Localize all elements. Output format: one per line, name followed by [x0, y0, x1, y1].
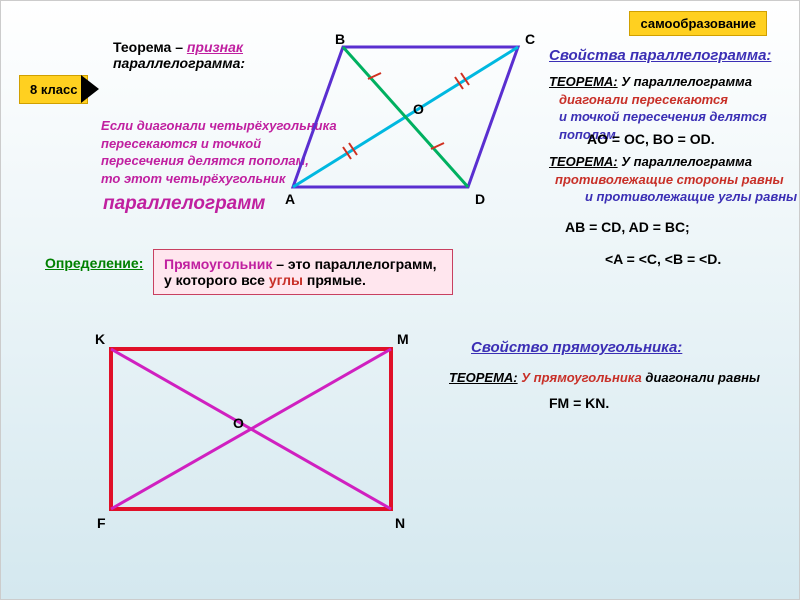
theorem-priznak: признак — [187, 39, 243, 55]
t1-head: ТЕОРЕМА: — [549, 74, 618, 89]
definition-box: Прямоугольник – это параллелограмм, у ко… — [153, 249, 453, 295]
badge-self-education: самообразование — [629, 11, 767, 36]
def-a: Прямоугольник — [164, 256, 272, 272]
eq-sides: AB = CD, AD = BC; — [565, 219, 690, 235]
t2-c: и противолежащие углы равны — [549, 188, 797, 206]
label-B: B — [335, 31, 345, 47]
def-e: прямые. — [303, 272, 366, 288]
label-K: K — [95, 331, 105, 347]
rt-b: диагонали равны — [642, 370, 760, 385]
t1-a: У параллелограмма — [618, 74, 752, 89]
t1-b: диагонали пересекаются — [549, 91, 799, 109]
rt-head: ТЕОРЕМА: — [449, 370, 518, 385]
theorem-word: Теорема – — [113, 39, 187, 55]
rt-a: У прямоугольника — [518, 370, 642, 385]
rectangle-figure — [101, 339, 411, 529]
eq-diagonals: AO = OC, BO = OD. — [587, 131, 715, 147]
t2-head: ТЕОРЕМА: — [549, 154, 618, 169]
label-M: M — [397, 331, 409, 347]
t2-a: У параллелограмма — [618, 154, 752, 169]
label-N: N — [395, 515, 405, 531]
t2-b: противолежащие стороны равны — [549, 171, 797, 189]
definition-label: Определение: — [45, 255, 143, 271]
def-b: – это параллелограмм, — [272, 256, 436, 272]
def-c: у которого все — [164, 272, 269, 288]
eq-angles: <A = <C, <B = <D. — [605, 251, 721, 267]
theorem-parallelogram-word: параллелограмма: — [113, 55, 245, 71]
rect-theorem-block: ТЕОРЕМА: У прямоугольника диагонали равн… — [449, 369, 760, 387]
props-parallelogram-title: Свойства параллелограмма: — [549, 47, 771, 64]
grade-arrow — [81, 75, 99, 103]
theorem-title: Теорема – признак параллелограмма: — [113, 39, 245, 71]
props-rectangle-title: Свойство прямоугольника: — [471, 339, 682, 356]
label-A: A — [285, 191, 295, 207]
label-rect-O: O — [233, 415, 244, 431]
label-C: C — [525, 31, 535, 47]
label-D: D — [475, 191, 485, 207]
theorem2-block: ТЕОРЕМА: У параллелограмма противолежащи… — [549, 153, 797, 206]
parallelogram-figure — [263, 37, 543, 217]
theorem-conclusion: параллелограмм — [103, 193, 265, 215]
def-d: углы — [269, 272, 303, 288]
diagonal-bd — [343, 47, 468, 187]
label-O: O — [413, 101, 424, 117]
eq-rect-diagonals: FM = KN. — [549, 395, 609, 411]
label-F: F — [97, 515, 106, 531]
badge-grade: 8 класс — [19, 75, 88, 104]
